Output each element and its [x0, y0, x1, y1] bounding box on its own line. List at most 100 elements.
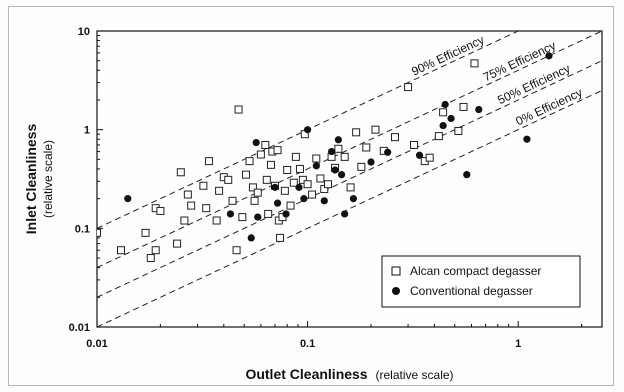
alcan-point	[273, 146, 282, 155]
alcan-point	[289, 178, 298, 187]
x-axis-title: Outlet Cleanliness (relative scale)	[245, 366, 453, 382]
x-axis-sublabel: (relative scale)	[376, 368, 454, 382]
alcan-point	[242, 170, 251, 179]
conventional-point	[271, 183, 279, 191]
alcan-point	[224, 175, 233, 184]
alcan-point	[434, 132, 443, 141]
alcan-point	[141, 228, 150, 237]
legend: Alcan compact degasser Conventional dega…	[381, 255, 581, 308]
conventional-point	[384, 148, 392, 156]
conventional-point	[545, 52, 553, 60]
conventional-point	[475, 105, 483, 114]
conventional-point	[341, 210, 349, 218]
alcan-point	[253, 188, 262, 197]
legend-label-conventional: Conventional degasser	[410, 284, 533, 298]
efficiency-line	[97, 31, 602, 269]
alcan-point	[316, 174, 325, 183]
alcan-point	[454, 126, 463, 135]
alcan-point	[266, 160, 275, 169]
legend-box	[381, 255, 581, 308]
alcan-point	[116, 246, 125, 255]
alcan-point	[180, 216, 189, 225]
alcan-point	[256, 150, 265, 159]
y-axis-sublabel: (relative scale)	[41, 140, 55, 218]
alcan-point	[346, 183, 355, 192]
alcan-point	[404, 83, 413, 92]
alcan-point	[357, 162, 366, 171]
chart-frame	[8, 6, 614, 386]
conventional-point	[447, 114, 455, 123]
x-tick-label: 0.1	[300, 338, 315, 350]
alcan-point	[390, 133, 399, 142]
conventional-point	[331, 166, 339, 174]
alcan-point	[295, 164, 304, 173]
alcan-point	[215, 186, 224, 195]
conventional-point	[124, 195, 132, 203]
alcan-point	[291, 152, 300, 161]
y-tick-label: 10	[78, 26, 90, 38]
alcan-point	[204, 157, 213, 166]
alcan-point	[439, 108, 448, 117]
alcan-point	[308, 190, 317, 199]
conventional-point	[254, 213, 262, 221]
alcan-point	[324, 180, 333, 189]
legend-label-alcan: Alcan compact degasser	[410, 264, 541, 278]
legend-marker-alcan	[391, 266, 401, 276]
alcan-point	[173, 239, 182, 248]
alcan-point	[97, 228, 101, 237]
conventional-point	[273, 199, 282, 207]
conventional-point	[282, 210, 290, 218]
alcan-point	[176, 168, 185, 177]
y-tick-label: 1	[84, 125, 90, 137]
alcan-point	[352, 128, 361, 137]
alcan-point	[276, 233, 285, 242]
conventional-point	[349, 195, 357, 203]
alcan-point	[286, 201, 295, 210]
alcan-point	[334, 144, 343, 153]
conventional-point	[523, 135, 531, 143]
alcan-point	[212, 216, 221, 225]
alcan-point	[425, 153, 434, 162]
alcan-point	[183, 190, 192, 199]
alcan-point	[202, 204, 211, 213]
y-axis-label: Inlet Cleanliness	[23, 124, 39, 235]
alcan-point	[199, 181, 208, 190]
legend-marker-conventional	[392, 287, 400, 295]
conventional-point	[463, 171, 471, 179]
alcan-point	[409, 140, 418, 149]
alcan-point	[151, 246, 160, 255]
conventional-point	[367, 158, 375, 166]
conventional-point	[327, 147, 336, 156]
x-axis-label: Outlet Cleanliness	[245, 366, 367, 382]
conventional-point	[320, 197, 328, 205]
alcan-point	[470, 59, 479, 68]
alcan-point	[250, 196, 259, 205]
conventional-point	[247, 234, 255, 242]
y-tick-label: 0.1	[75, 223, 90, 235]
x-tick-label: 1	[515, 338, 521, 350]
alcan-point	[371, 125, 380, 134]
efficiency-label: 90% Efficiency	[409, 33, 486, 79]
conventional-point	[312, 162, 320, 170]
alcan-point	[340, 152, 349, 161]
efficiency-line	[97, 31, 520, 229]
alcan-point	[232, 246, 241, 255]
alcan-point	[245, 157, 254, 166]
efficiency-line	[97, 89, 602, 327]
alcan-point	[156, 206, 165, 215]
conventional-point	[441, 100, 449, 109]
x-tick-label: 0.01	[86, 338, 107, 350]
conventional-point	[415, 151, 424, 159]
conventional-point	[295, 183, 303, 191]
conventional-point	[300, 195, 308, 203]
alcan-point	[303, 180, 312, 189]
alcan-point	[228, 196, 237, 205]
alcan-point	[238, 213, 247, 222]
alcan-point	[261, 140, 270, 149]
alcan-point	[264, 209, 273, 218]
conventional-point	[337, 171, 346, 179]
alcan-point	[280, 186, 289, 195]
alcan-point	[262, 175, 271, 184]
alcan-point	[459, 102, 468, 111]
